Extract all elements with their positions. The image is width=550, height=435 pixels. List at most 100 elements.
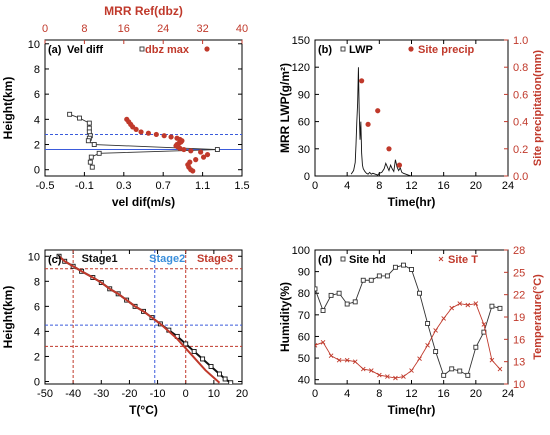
x-tick-label: -20 bbox=[121, 388, 137, 400]
stage-label: Stage1 bbox=[82, 253, 118, 265]
right-tick-label: 0.2 bbox=[513, 144, 528, 156]
plot-area bbox=[45, 111, 242, 174]
data-point bbox=[228, 380, 234, 384]
x-tick-label: -0.1 bbox=[75, 180, 94, 192]
data-point bbox=[67, 111, 73, 117]
x-stroke bbox=[328, 353, 334, 359]
x-tick-label: 12 bbox=[405, 180, 417, 192]
data-point bbox=[336, 357, 342, 363]
x-stroke bbox=[393, 375, 398, 381]
y-tick-label: 80 bbox=[298, 288, 310, 300]
stage-label: Stage3 bbox=[197, 253, 233, 265]
data-point bbox=[86, 120, 92, 126]
data-point bbox=[217, 371, 222, 377]
data-point bbox=[473, 301, 479, 306]
data-point bbox=[457, 301, 463, 306]
x-tick-label: 4 bbox=[344, 388, 350, 400]
data-point bbox=[77, 115, 82, 121]
x-stroke bbox=[481, 322, 487, 327]
x-tick-label: 4 bbox=[344, 180, 350, 192]
plot-frame bbox=[44, 249, 243, 385]
x-stroke bbox=[360, 366, 366, 372]
data-point bbox=[401, 374, 406, 379]
x-tick-label: 24 bbox=[502, 180, 514, 192]
top-tick-label: 16 bbox=[118, 23, 130, 35]
data-point bbox=[360, 366, 366, 372]
data-point bbox=[320, 308, 326, 313]
legend-marker bbox=[139, 46, 145, 52]
top-tick-label: 32 bbox=[196, 23, 208, 35]
y-tick-label: 2 bbox=[34, 140, 40, 152]
right-tick-label: 10 bbox=[513, 379, 525, 391]
panel-label: (b) bbox=[318, 44, 332, 56]
x-stroke bbox=[433, 328, 438, 333]
legend-marker bbox=[408, 46, 414, 52]
data-point bbox=[191, 348, 197, 354]
y-tick-label: 10 bbox=[28, 251, 40, 263]
data-point bbox=[87, 159, 93, 165]
x-stroke bbox=[352, 359, 358, 364]
x-axis-label: T(°C) bbox=[129, 403, 158, 417]
data-point bbox=[188, 148, 194, 154]
series-line-0 bbox=[350, 67, 412, 176]
data-point bbox=[344, 301, 350, 307]
stage-label: Stage2 bbox=[149, 253, 185, 265]
data-point bbox=[193, 157, 199, 163]
x-stroke bbox=[385, 374, 390, 379]
data-point bbox=[489, 303, 495, 309]
x-tick-label: 20 bbox=[236, 388, 248, 400]
data-point bbox=[497, 366, 503, 372]
data-point bbox=[386, 146, 392, 152]
data-point bbox=[417, 356, 422, 362]
legend-marker bbox=[340, 256, 346, 262]
x-stroke bbox=[320, 339, 326, 345]
data-point bbox=[377, 372, 382, 378]
right-tick-label: 0.8 bbox=[513, 62, 528, 74]
x-stroke bbox=[368, 368, 374, 373]
data-point bbox=[368, 368, 374, 373]
y-tick-label: 60 bbox=[298, 331, 310, 343]
x-tick-label: 20 bbox=[470, 388, 482, 400]
data-point bbox=[359, 78, 365, 84]
data-point bbox=[489, 357, 495, 363]
x-tick-label: 16 bbox=[438, 180, 450, 192]
x-tick-label: 16 bbox=[438, 388, 450, 400]
y-tick-label: 4 bbox=[34, 326, 40, 338]
data-point bbox=[315, 286, 318, 292]
x-stroke bbox=[441, 316, 446, 321]
data-point bbox=[214, 147, 220, 153]
x-tick-label: -40 bbox=[65, 388, 81, 400]
legend-label: dbz max bbox=[145, 44, 190, 56]
x-axis-label: vel dif(m/s) bbox=[112, 195, 175, 209]
data-point bbox=[425, 321, 431, 326]
data-point bbox=[433, 328, 438, 333]
right-axis-label: Site precipitation(mm) bbox=[532, 50, 544, 166]
right-tick-label: 0.4 bbox=[513, 117, 528, 129]
data-point bbox=[168, 134, 174, 140]
panel-c: -50 -40 -30 -20 -10 0 10 20 T(°C) 0 2 4 6 8 10 Height(k… bbox=[1, 249, 248, 417]
data-point bbox=[344, 357, 350, 363]
x-tick-label: 1.5 bbox=[234, 180, 249, 192]
plot-frame bbox=[44, 39, 243, 177]
plot-area bbox=[45, 250, 242, 384]
legend-label: Site T bbox=[448, 254, 478, 266]
x-tick-label: 0 bbox=[312, 180, 318, 192]
data-point bbox=[85, 138, 91, 144]
y-axis-label: Height(km) bbox=[1, 286, 15, 349]
legend-marker bbox=[204, 46, 210, 52]
x-stroke bbox=[401, 374, 406, 379]
panel-label: (a) bbox=[48, 44, 62, 56]
data-point bbox=[183, 341, 189, 347]
data-point bbox=[396, 162, 403, 168]
y-tick-label: 0 bbox=[34, 165, 40, 177]
series-line-1 bbox=[58, 255, 221, 384]
panel-label: (d) bbox=[318, 254, 332, 266]
data-point bbox=[222, 376, 228, 382]
data-point bbox=[401, 262, 406, 268]
data-point bbox=[161, 133, 167, 139]
data-point bbox=[441, 316, 446, 321]
data-point bbox=[465, 302, 471, 308]
right-tick-label: 25 bbox=[513, 267, 525, 279]
